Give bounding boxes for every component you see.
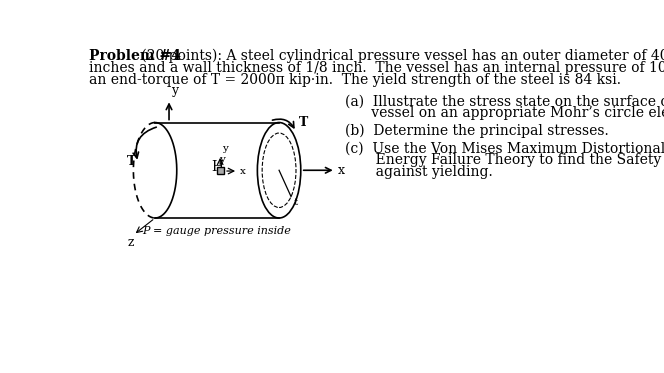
Bar [217,167,224,174]
Text: (a)  Illustrate the stress state on the surface of the: (a) Illustrate the stress state on the s… [345,95,664,109]
Text: against yielding.: against yielding. [345,165,493,179]
Text: y: y [218,155,224,164]
Text: T: T [127,154,136,167]
Text: vessel on an appropriate Mohr’s circle element.: vessel on an appropriate Mohr’s circle e… [345,106,664,120]
Text: Problem #4: Problem #4 [89,48,181,63]
Text: inches and a wall thickness of 1/8 inch.  The vessel has an internal pressure of: inches and a wall thickness of 1/8 inch.… [89,61,664,75]
Text: H: H [212,160,224,174]
Text: (c)  Use the Von Mises Maximum Distortional: (c) Use the Von Mises Maximum Distortion… [345,142,664,156]
Text: x: x [240,166,246,176]
Text: y: y [222,144,228,153]
Text: y: y [171,84,178,97]
Text: x: x [338,164,345,177]
Text: t: t [294,198,298,207]
Text: z: z [127,236,133,250]
Text: P = gauge pressure inside: P = gauge pressure inside [143,226,291,236]
Text: (20 points): A steel cylindrical pressure vessel has an outer diameter of 40: (20 points): A steel cylindrical pressur… [137,48,664,63]
Text: Energy Failure Theory to find the Safety Factor: Energy Failure Theory to find the Safety… [345,153,664,167]
Text: T: T [298,116,307,129]
Text: (b)  Determine the principal stresses.: (b) Determine the principal stresses. [345,124,609,138]
Text: an end-torque of T = 2000π kip·in.  The yield strength of the steel is 84 ksi.: an end-torque of T = 2000π kip·in. The y… [89,73,622,87]
